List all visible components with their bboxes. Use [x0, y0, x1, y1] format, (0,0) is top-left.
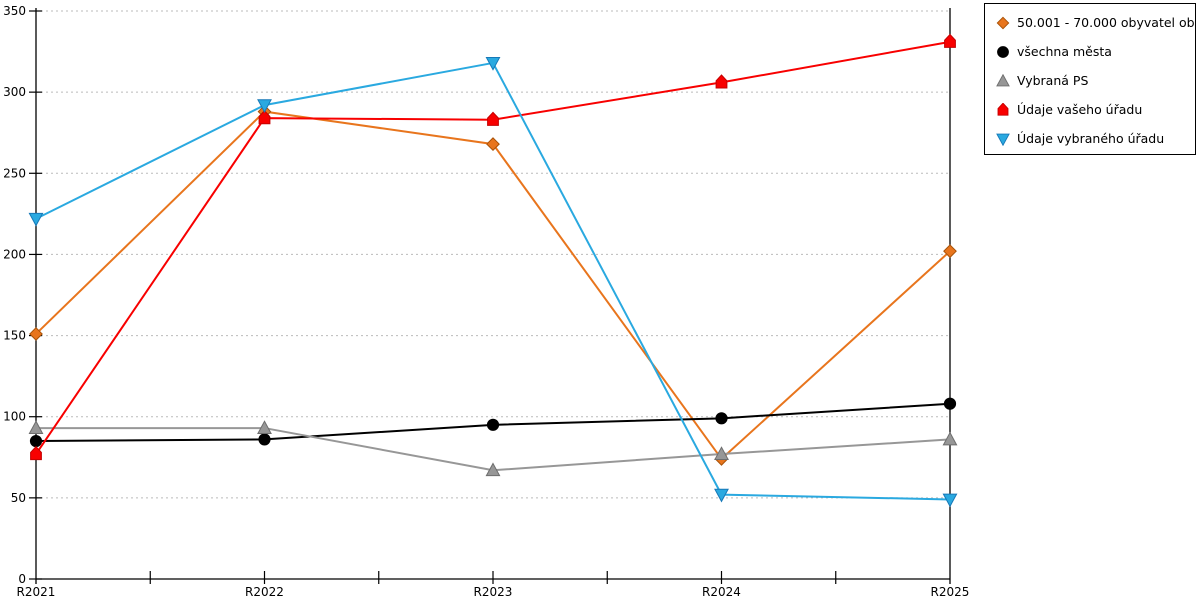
- legend-item-udaje-vaseho-uradu[interactable]: Údaje vašeho úřadu: [985, 95, 1195, 124]
- series-line-4: [35, 61, 951, 501]
- data-point[interactable]: [28, 212, 44, 227]
- data-point[interactable]: [29, 434, 43, 448]
- circle-marker-icon: [997, 45, 1009, 58]
- data-point[interactable]: [715, 412, 728, 425]
- data-point[interactable]: [943, 397, 957, 410]
- legend-label: Vybraná PS: [1017, 73, 1089, 88]
- y-axis-label: 0: [18, 572, 26, 586]
- data-point[interactable]: [714, 488, 729, 503]
- legend-item-udaje-vybraneho-uradu[interactable]: Údaje vybraného úřadu: [985, 124, 1195, 153]
- legend-label: Údaje vybraného úřadu: [1017, 131, 1165, 146]
- data-point[interactable]: [258, 109, 271, 125]
- data-point[interactable]: [257, 99, 272, 113]
- x-axis-label: R2022: [245, 585, 284, 599]
- data-point[interactable]: [486, 418, 500, 431]
- legend-item-obyvatel[interactable]: 50.001 - 70.000 obyvatel obc...: [985, 8, 1195, 37]
- y-axis-label: 250: [3, 166, 26, 180]
- x-axis-label: R2021: [17, 585, 56, 599]
- legend-label: 50.001 - 70.000 obyvatel obc...: [1017, 15, 1195, 30]
- x-axis-label: R2023: [474, 585, 513, 599]
- data-point[interactable]: [257, 420, 272, 434]
- data-point[interactable]: [258, 433, 271, 446]
- y-axis-label: 200: [3, 247, 26, 261]
- data-point[interactable]: [715, 74, 728, 89]
- y-axis-label: 300: [3, 85, 26, 99]
- data-point[interactable]: [486, 137, 500, 151]
- data-point[interactable]: [942, 493, 958, 508]
- x-axis-label: R2025: [931, 585, 970, 599]
- y-axis-label: 100: [3, 410, 26, 424]
- legend-label: všechna města: [1017, 44, 1112, 59]
- data-point[interactable]: [485, 57, 501, 71]
- data-point[interactable]: [28, 420, 44, 434]
- data-point[interactable]: [943, 244, 957, 259]
- series-line-0: [35, 110, 951, 461]
- triangle-down-marker-icon: [996, 133, 1010, 146]
- x-axis-label: R2024: [702, 585, 741, 599]
- triangle-up-marker-icon: [996, 73, 1010, 86]
- data-point[interactable]: [30, 445, 42, 461]
- legend-item-vybrana-ps[interactable]: Vybraná PS: [985, 66, 1195, 95]
- data-point[interactable]: [714, 446, 729, 460]
- legend-item-vsechna-mesta[interactable]: všechna města: [985, 37, 1195, 66]
- legend: 50.001 - 70.000 obyvatel obc... všechna …: [984, 3, 1196, 155]
- series-line-3: [35, 40, 951, 455]
- data-point[interactable]: [942, 431, 958, 446]
- diamond-marker-icon: [996, 16, 1010, 29]
- data-point[interactable]: [487, 111, 499, 126]
- data-point[interactable]: [944, 33, 956, 48]
- y-axis-label: 150: [3, 329, 26, 343]
- y-axis-label: 50: [11, 491, 26, 505]
- legend-label: Údaje vašeho úřadu: [1017, 102, 1143, 117]
- data-point[interactable]: [485, 462, 501, 477]
- y-axis-label: 350: [3, 4, 26, 18]
- house-marker-icon: [997, 102, 1009, 116]
- data-point[interactable]: [29, 327, 43, 341]
